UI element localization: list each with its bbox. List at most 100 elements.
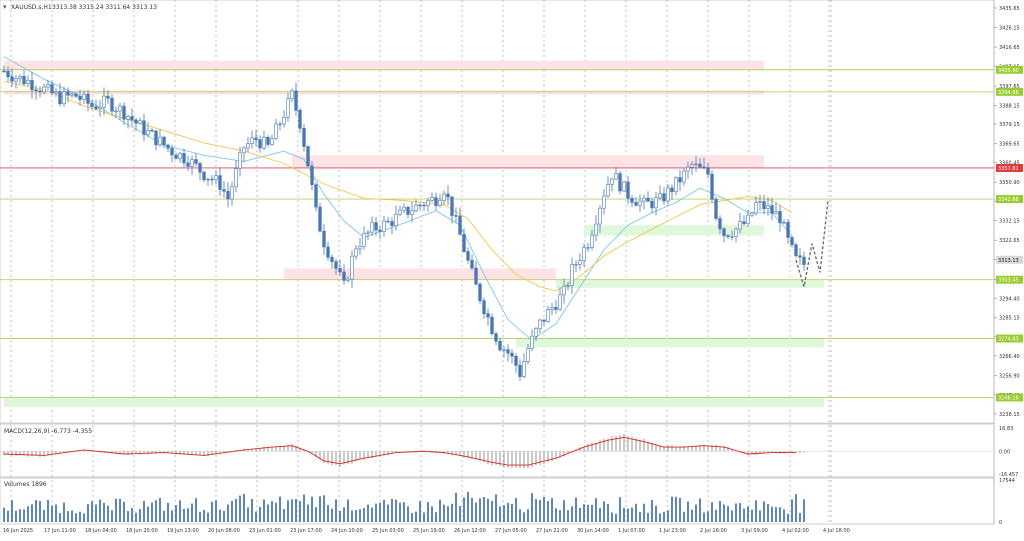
candle-body: [442, 193, 446, 201]
price-level-value: 3303.45: [998, 278, 1019, 284]
price-tick-label: 3379.15: [999, 122, 1020, 128]
forecast-path: [795, 200, 829, 287]
price-tick-label: 3388.15: [999, 104, 1020, 110]
candle-body: [190, 159, 194, 167]
price-tick-label: 3426.15: [999, 26, 1020, 32]
main-price-panel: [0, 0, 995, 424]
candle-body: [390, 221, 394, 226]
candle-body: [426, 200, 430, 207]
window-menu-icon[interactable]: ▾: [3, 3, 7, 11]
price-tick-label: 3435.65: [999, 6, 1020, 12]
candle-body: [290, 90, 294, 99]
candle-body: [754, 202, 758, 214]
candle-body: [726, 235, 730, 237]
candle-body: [622, 181, 626, 192]
candle-body: [734, 228, 738, 237]
candle-body: [398, 209, 402, 215]
candle-body: [74, 93, 78, 97]
candle-body: [466, 251, 470, 261]
candle-body: [530, 335, 534, 349]
candle-body: [418, 204, 422, 207]
candle-body: [250, 137, 254, 144]
price-level-tag: [996, 334, 1023, 343]
price-tick-label: 3256.90: [999, 373, 1020, 379]
candle-body: [298, 109, 302, 129]
candle-body: [6, 70, 10, 78]
time-tick-label: 27 Jun 05:00: [495, 528, 527, 534]
candle-body: [458, 215, 462, 235]
candle-body: [78, 96, 82, 100]
candle-body: [38, 90, 42, 93]
support-zone: [4, 397, 824, 408]
candle-body: [738, 221, 742, 230]
candle-body: [746, 214, 750, 225]
candle-body: [646, 197, 650, 202]
candle-body: [374, 222, 378, 231]
forecast-line: [795, 200, 829, 287]
candle-body: [702, 166, 706, 169]
candle-body: [686, 166, 690, 172]
macd-signal-line: [3, 436, 796, 466]
candle-body: [786, 221, 790, 238]
candle-body: [86, 93, 90, 104]
volume-label: Volumes 1896: [4, 481, 47, 488]
candle-body: [42, 86, 46, 93]
candle-body: [310, 165, 314, 185]
candle-body: [434, 197, 438, 206]
volume-tick-label: 17544: [999, 478, 1015, 484]
candle-body: [226, 190, 230, 200]
time-tick-label: 26 Jun 12:00: [454, 528, 486, 534]
price-level-value: 3357.81: [998, 166, 1019, 172]
candle-body: [166, 144, 170, 149]
candle-body: [634, 202, 638, 206]
resistance-zone: [292, 155, 764, 168]
candle-body: [638, 200, 642, 206]
time-tick-label: 30 Jun 14:00: [577, 528, 609, 534]
candle-body: [778, 211, 782, 224]
candle-body: [630, 197, 634, 203]
time-tick-label: 1 Jul 07:00: [618, 528, 645, 534]
candle-body: [598, 207, 602, 225]
resistance-zone: [284, 268, 556, 280]
candle-body: [98, 106, 102, 109]
candle-body: [314, 184, 318, 208]
price-tick-label: 3416.65: [999, 45, 1020, 51]
candle-body: [154, 130, 158, 146]
candle-body: [122, 105, 126, 120]
price-tick-label: 3266.40: [999, 354, 1020, 360]
price-level-tag: [996, 65, 1023, 74]
candle-body: [138, 120, 142, 124]
candle-body: [242, 147, 246, 154]
current-price-value: 3313.13: [998, 258, 1019, 264]
price-level-labels: 3405.60 3394.86 3357.81 3342.68 3303.45 3274.…: [996, 65, 1023, 402]
candle-body: [626, 181, 630, 199]
candle-body: [402, 206, 406, 211]
candle-body: [542, 319, 546, 322]
time-tick-label: 23 Jun 17:00: [290, 528, 322, 534]
candle-body: [406, 206, 410, 215]
candle-body: [306, 146, 310, 167]
candle-body: [170, 147, 174, 156]
candle-body: [202, 171, 206, 181]
candle-body: [766, 205, 770, 210]
candle-body: [14, 78, 18, 82]
candle-body: [714, 199, 718, 219]
candle-body: [106, 95, 110, 99]
candle-body: [30, 80, 34, 91]
price-tick-label: 3238.15: [999, 412, 1020, 418]
time-tick-label: 16 Jun 2025: [3, 528, 33, 534]
candle-body: [90, 103, 94, 107]
time-tick-label: 2 Jul 16:00: [700, 528, 727, 534]
price-level-tag: [996, 87, 1023, 96]
candle-body: [606, 184, 610, 197]
candle-body: [274, 123, 278, 139]
candle-body: [422, 204, 426, 207]
candle-body: [114, 110, 118, 113]
macd-tick-label: 16.83: [999, 426, 1013, 432]
candle-body: [338, 268, 342, 273]
candle-body: [578, 260, 582, 265]
candle-body: [302, 128, 306, 147]
candle-body: [294, 90, 298, 111]
